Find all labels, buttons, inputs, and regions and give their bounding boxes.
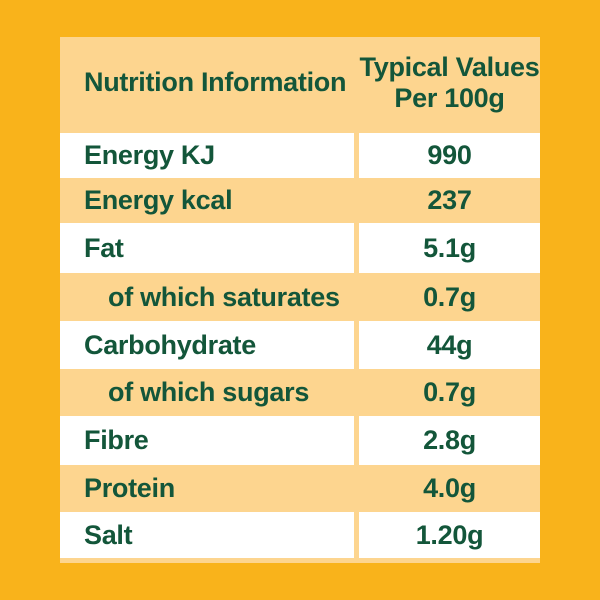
row-value-protein: 4.0g: [359, 465, 540, 512]
row-value-salt: 1.20g: [359, 512, 540, 558]
row-label-protein: Protein: [60, 465, 354, 512]
row-label-sugars: of which sugars: [60, 369, 354, 416]
row-label-saturates: of which saturates: [60, 273, 354, 321]
row-label-energy-kcal: Energy kcal: [60, 178, 354, 223]
row-label-fat: Fat: [60, 223, 354, 273]
values-header-line-1: Typical Values: [359, 51, 540, 82]
row-value-fibre: 2.8g: [359, 416, 540, 465]
values-column-header: Typical Values Per 100g: [359, 37, 540, 128]
row-value-saturates: 0.7g: [359, 273, 540, 321]
nutrition-table: Nutrition Information Typical Values Per…: [60, 37, 540, 563]
row-label-salt: Salt: [60, 512, 354, 558]
row-label-fibre: Fibre: [60, 416, 354, 465]
row-value-fat: 5.1g: [359, 223, 540, 273]
row-value-energy-kcal: 237: [359, 178, 540, 223]
row-label-carbohydrate: Carbohydrate: [60, 321, 354, 369]
row-value-energy-kj: 990: [359, 133, 540, 178]
row-value-carbohydrate: 44g: [359, 321, 540, 369]
row-value-sugars: 0.7g: [359, 369, 540, 416]
row-label-energy-kj: Energy KJ: [60, 133, 354, 178]
table-title: Nutrition Information: [84, 67, 347, 97]
values-header-line-2: Per 100g: [394, 82, 505, 113]
